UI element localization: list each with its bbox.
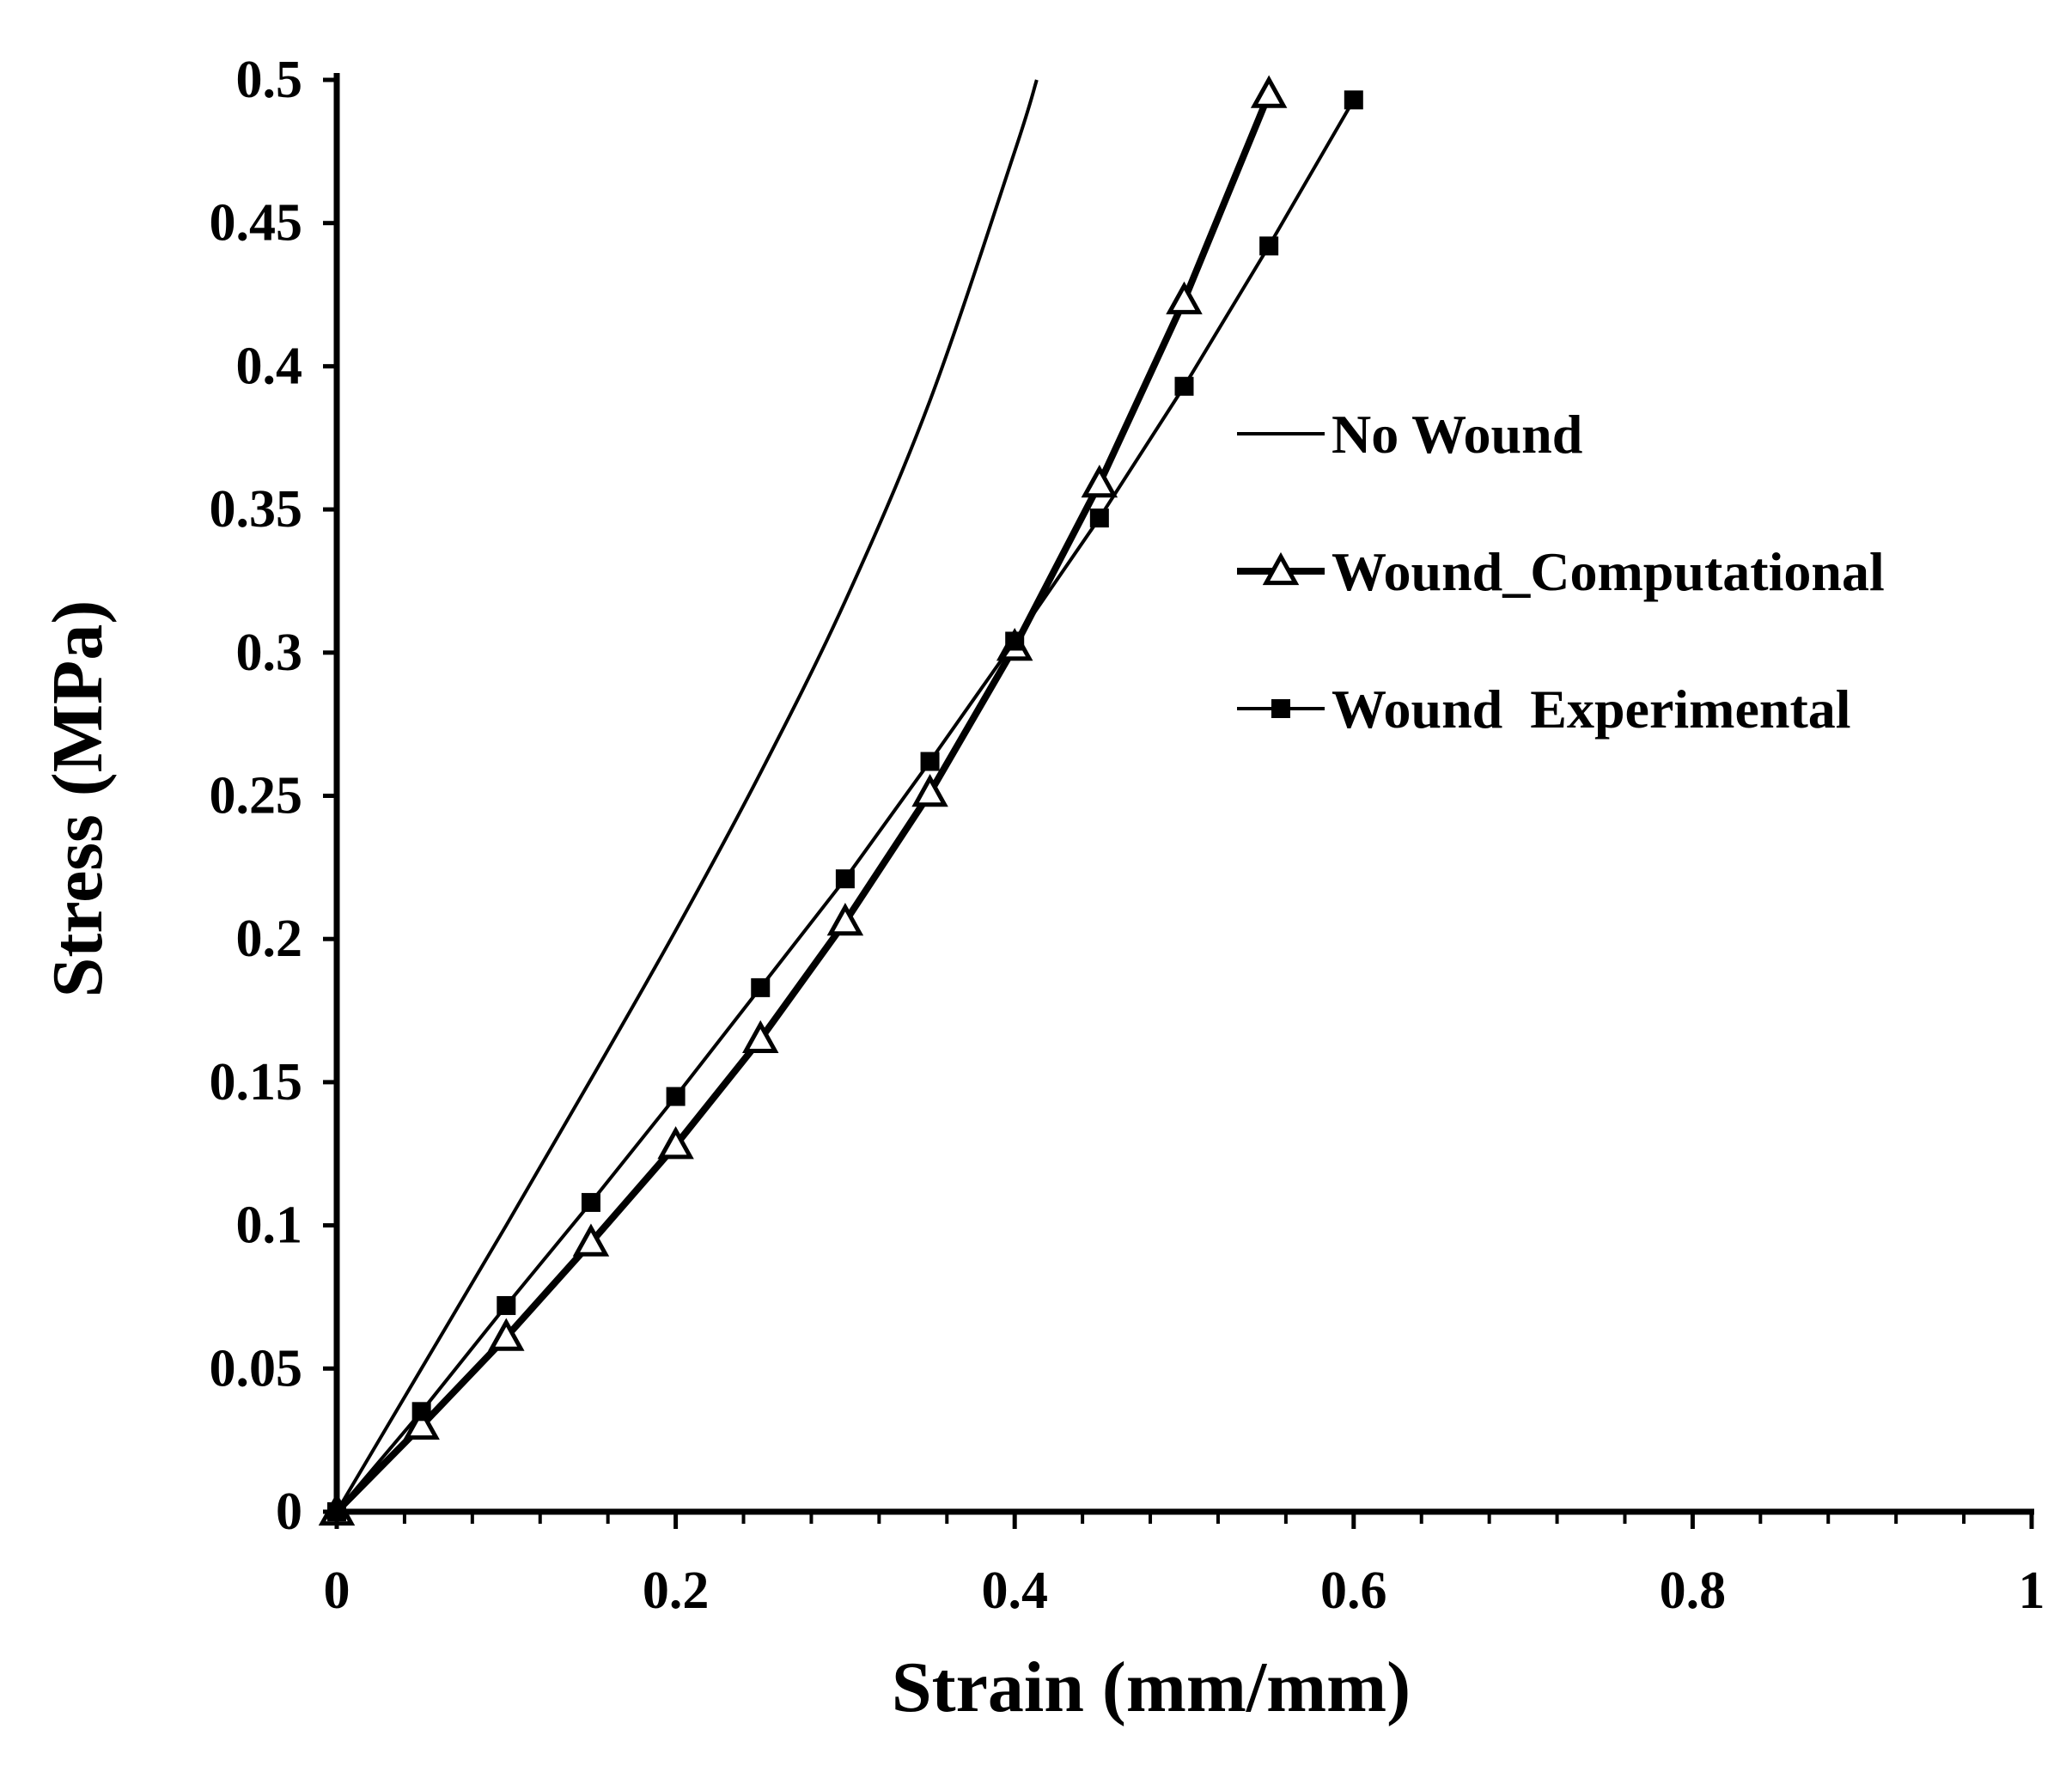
series-no-wound	[335, 79, 1039, 1513]
triangle-marker	[403, 1406, 440, 1440]
triangle-marker	[1081, 464, 1118, 498]
y-tick-label: 0.1	[236, 1196, 303, 1255]
square-marker	[751, 977, 771, 997]
ticks-layer: 0 0.2 0.4 0.6 0.8 1 0 0.05 0.1 0.15 0.2 0.25 0.3 0.35…	[210, 51, 2045, 1620]
legend-label: Wound Experimental	[1332, 679, 1851, 740]
x-tick-label: 0.8	[1660, 1562, 1727, 1620]
y-tick-label: 0	[276, 1483, 302, 1541]
square-marker	[411, 1402, 431, 1422]
y-tick-label: 0.05	[210, 1339, 303, 1397]
x-axis-title: Strain (mm/mm)	[892, 1647, 1411, 1727]
y-tick-label: 0.3	[236, 624, 303, 682]
y-tick-label: 0.35	[210, 480, 303, 539]
square-marker	[666, 1087, 686, 1106]
square-marker	[1174, 376, 1194, 396]
x-tick-label: 0.6	[1320, 1562, 1387, 1620]
legend-label: Wound_Computational	[1332, 541, 1885, 602]
y-tick-label: 0.4	[236, 337, 303, 395]
square-marker	[1344, 90, 1363, 110]
legend-triangle-marker	[1262, 551, 1300, 586]
square-marker	[1005, 631, 1025, 651]
square-marker	[1089, 508, 1109, 528]
series-line	[335, 99, 1356, 1513]
y-axis-title: Stress (MPa)	[38, 600, 118, 998]
triangle-marker	[1250, 75, 1288, 108]
triangle-marker	[826, 903, 864, 936]
y-tick-label: 0.45	[210, 194, 303, 253]
x-tick-label: 1	[2019, 1562, 2045, 1620]
legend-entry: No Wound	[1237, 404, 1582, 465]
x-tick-label: 0.4	[981, 1562, 1048, 1620]
triangle-marker	[911, 774, 948, 807]
square-marker	[1259, 236, 1279, 256]
series-wound-computational	[318, 75, 1288, 1526]
square-marker	[920, 752, 940, 771]
triangle-marker	[1166, 281, 1203, 314]
y-tick-label: 0.15	[210, 1053, 303, 1111]
x-tick-label: 0	[324, 1562, 350, 1620]
y-tick-label: 0.5	[236, 51, 303, 109]
x-tick-label: 0.2	[643, 1562, 710, 1620]
legend-label: No Wound	[1332, 404, 1582, 465]
legend: No Wound Wound_Computational Wound Experim…	[1237, 404, 1885, 740]
square-marker	[835, 869, 855, 889]
triangle-marker	[657, 1126, 694, 1160]
square-marker	[581, 1192, 600, 1212]
y-tick-label: 0.2	[236, 910, 303, 968]
series-line	[334, 93, 1272, 1514]
legend-entry: Wound_Computational	[1237, 541, 1885, 602]
series-line	[335, 79, 1039, 1513]
legend-entry: Wound Experimental	[1237, 679, 1851, 740]
triangle-marker	[572, 1223, 610, 1257]
square-marker	[497, 1295, 516, 1315]
triangle-marker	[742, 1020, 779, 1053]
series-wound-experimental	[327, 90, 1363, 1521]
triangle-marker	[488, 1318, 525, 1351]
y-tick-label: 0.25	[210, 767, 303, 825]
series-layer	[318, 75, 1363, 1526]
legend-square-marker	[1271, 699, 1290, 718]
